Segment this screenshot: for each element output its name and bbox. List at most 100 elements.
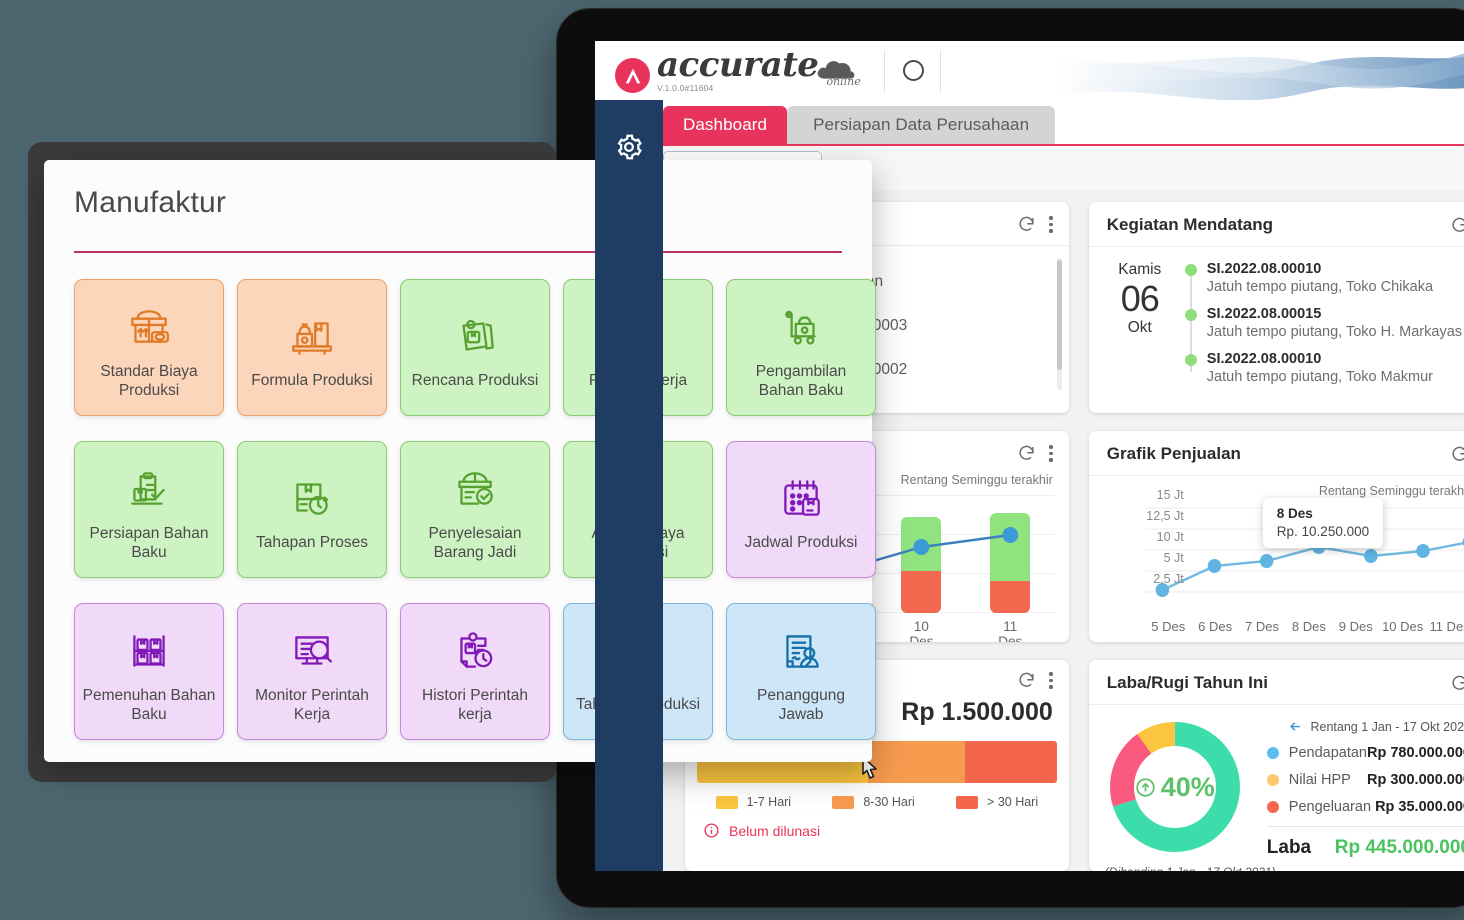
tile-formula-produksi[interactable]: Formula Produksi	[237, 279, 387, 416]
widget-tools	[1450, 674, 1464, 693]
tile-rencana-produksi[interactable]: Rencana Produksi	[400, 279, 550, 416]
header-divider	[884, 49, 886, 92]
table-row: Nilai HPP Rp 300.000.000	[1266, 772, 1464, 788]
arrow-up-circle-icon	[1136, 777, 1155, 797]
tab-dashboard[interactable]: Dashboard	[663, 106, 788, 144]
tile-persiapan-bahan-baku[interactable]: Persiapan Bahan Baku	[74, 441, 224, 578]
laba-rugi-body: 40% (Dibanding 1 Jan - 17 Okt 2021)	[1089, 705, 1464, 871]
profile-circle-icon[interactable]	[903, 60, 925, 81]
warehouse-rack-icon	[124, 620, 174, 682]
title-underline	[74, 251, 842, 253]
tile-label: Penanggung Jawab	[757, 686, 845, 723]
widget-tools	[1450, 216, 1464, 235]
app-version: V.1.0.0#11604	[657, 83, 714, 93]
plan-tag-icon	[450, 305, 500, 367]
refresh-icon[interactable]	[1017, 671, 1036, 690]
widget-laba-rugi: Laba/Rugi Tahun Ini	[1088, 660, 1464, 871]
legend-dot-icon	[1266, 747, 1279, 759]
tooltip-date: 8 Des	[1276, 506, 1313, 521]
list-item[interactable]: SI.2022.08.00010 Jatuh tempo piutang, To…	[1184, 261, 1464, 295]
tab-persiapan-data-perusahaan[interactable]: Persiapan Data Perusahaan	[787, 106, 1056, 144]
x-tick: 7 Des	[1245, 619, 1279, 634]
scrollbar-thumb[interactable]	[1056, 260, 1062, 370]
tile-standar-biaya-produksi[interactable]: Standar Biaya Produksi	[74, 279, 224, 416]
gear-icon[interactable]	[614, 132, 644, 162]
refresh-icon[interactable]	[1017, 215, 1036, 234]
profit-range-selector[interactable]: Rentang 1 Jan - 17 Okt 2022	[1267, 719, 1464, 734]
more-options-icon[interactable]	[1049, 445, 1053, 462]
document-person-icon	[776, 620, 826, 682]
profit-compare-note: (Dibanding 1 Jan - 17 Okt 2021)	[1105, 865, 1276, 871]
list-item[interactable]: SI.2022.08.00015 Jatuh tempo piutang, To…	[1184, 306, 1464, 340]
row-label: Pendapatan	[1288, 745, 1367, 761]
tile-histori-perintah-kerja[interactable]: Histori Perintah kerja	[400, 603, 550, 740]
aging-status-label: Belum dilunasi	[729, 822, 821, 839]
item-code: SI.2022.08.00015	[1206, 306, 1322, 322]
box-clock-icon	[287, 467, 337, 529]
legend-label: > 30 Hari	[987, 795, 1039, 809]
accurate-mark-icon	[615, 58, 650, 93]
sidebar-rail	[595, 100, 663, 871]
refresh-icon[interactable]	[1450, 445, 1464, 464]
list-item[interactable]: SI.2022.08.00010 Jatuh tempo piutang, To…	[1184, 351, 1464, 385]
tile-penyelesaian-barang-jadi[interactable]: Penyelesaian Barang Jadi	[400, 441, 550, 578]
widget-title: Laba/Rugi Tahun Ini	[1106, 673, 1268, 692]
item-code: SI.2022.08.00010	[1206, 261, 1322, 277]
table-row: Pendapatan Rp 780.000.000	[1266, 745, 1464, 761]
kegiatan-month: Okt	[1127, 319, 1152, 336]
y-tick: 5 Jt	[1163, 551, 1184, 565]
refresh-icon[interactable]	[1450, 674, 1464, 693]
mouse-cursor-icon	[862, 756, 877, 779]
widget-header: Kegiatan Mendatang	[1088, 202, 1464, 247]
tile-label: Histori Perintah kerja	[422, 686, 528, 723]
more-options-icon[interactable]	[1049, 672, 1053, 689]
tile-monitor-perintah-kerja[interactable]: Monitor Perintah Kerja	[237, 603, 387, 740]
x-tick: 9 Des	[1338, 619, 1373, 634]
legend-dot-icon	[1266, 801, 1279, 813]
x-tick: 6 Des	[1198, 619, 1233, 634]
header-divider-2	[940, 49, 942, 92]
manufaktur-tile-grid: Standar Biaya Produksi Formula Produksi	[74, 279, 876, 740]
tile-tahapan-proses[interactable]: Tahapan Proses	[237, 441, 387, 578]
refresh-icon[interactable]	[1017, 444, 1036, 463]
chart-x-labels: 5 Des 6 Des 7 Des 8 Des 9 Des 10 Des 11 …	[1145, 619, 1464, 634]
tile-label: Formula Produksi	[251, 372, 373, 389]
tile-penanggung-jawab[interactable]: Penanggung Jawab	[726, 603, 876, 740]
item-code: SI.2022.08.00010	[1206, 351, 1322, 367]
row-value: Rp 780.000.000	[1367, 745, 1464, 761]
tile-pemenuhan-bahan-baku[interactable]: Pemenuhan Bahan Baku	[74, 603, 224, 740]
kegiatan-day-name: Kamis	[1118, 261, 1162, 278]
brand-logo[interactable]: accurate V.1.0.0#11604 online	[595, 48, 866, 93]
total-label: Laba	[1266, 837, 1312, 858]
donut-svg	[1109, 722, 1240, 852]
calendar-box-icon	[776, 467, 826, 529]
tile-label: Tahapan Proses	[255, 534, 369, 551]
refresh-icon[interactable]	[1450, 216, 1464, 235]
row-label: Nilai HPP	[1288, 772, 1351, 788]
legend-item-1-7-hari: 1-7 Hari	[715, 795, 791, 809]
manufaktur-card: Manufaktur Standar Biaya Produksi	[44, 160, 876, 762]
chart-plot-area: 15 Jt 12,5 Jt 10 Jt 5 Jt 2,5 Jt	[1144, 488, 1464, 616]
y-tick: 15 Jt	[1156, 488, 1184, 502]
divider	[1266, 826, 1464, 827]
donut-chart: 40%	[1105, 717, 1245, 857]
widget-title: Kegiatan Mendatang	[1106, 215, 1274, 234]
tile-label: Jadwal Produksi	[744, 534, 858, 551]
brand-name: accurate	[657, 45, 819, 85]
donut-center-value: 40%	[1105, 717, 1245, 857]
widget-header	[685, 202, 1069, 246]
tab-bar: Dashboard Persiapan Data Perusahaan	[595, 100, 1464, 146]
cloud-icon-wrap: online	[814, 53, 866, 93]
tile-pengambilan-bahan-baku[interactable]: Pengambilan Bahan Baku	[726, 279, 876, 416]
more-options-icon[interactable]	[1049, 216, 1053, 233]
tile-jadwal-produksi[interactable]: Jadwal Produksi	[726, 441, 876, 578]
arrow-left-icon[interactable]	[1288, 719, 1303, 734]
aging-segment-30plus[interactable]	[964, 741, 1057, 783]
row-value: Rp 35.000.000	[1375, 799, 1464, 815]
dashboard-column-right: Kegiatan Mendatang Kamis 06	[1088, 202, 1464, 871]
widget-header	[685, 431, 1069, 463]
kegiatan-list: SI.2022.08.00010 Jatuh tempo piutang, To…	[1184, 261, 1464, 396]
aging-legend: 1-7 Hari 8-30 Hari > 30 Hari	[685, 795, 1069, 809]
timeline-line	[1190, 271, 1193, 372]
aging-segment-8-30[interactable]	[868, 741, 965, 783]
